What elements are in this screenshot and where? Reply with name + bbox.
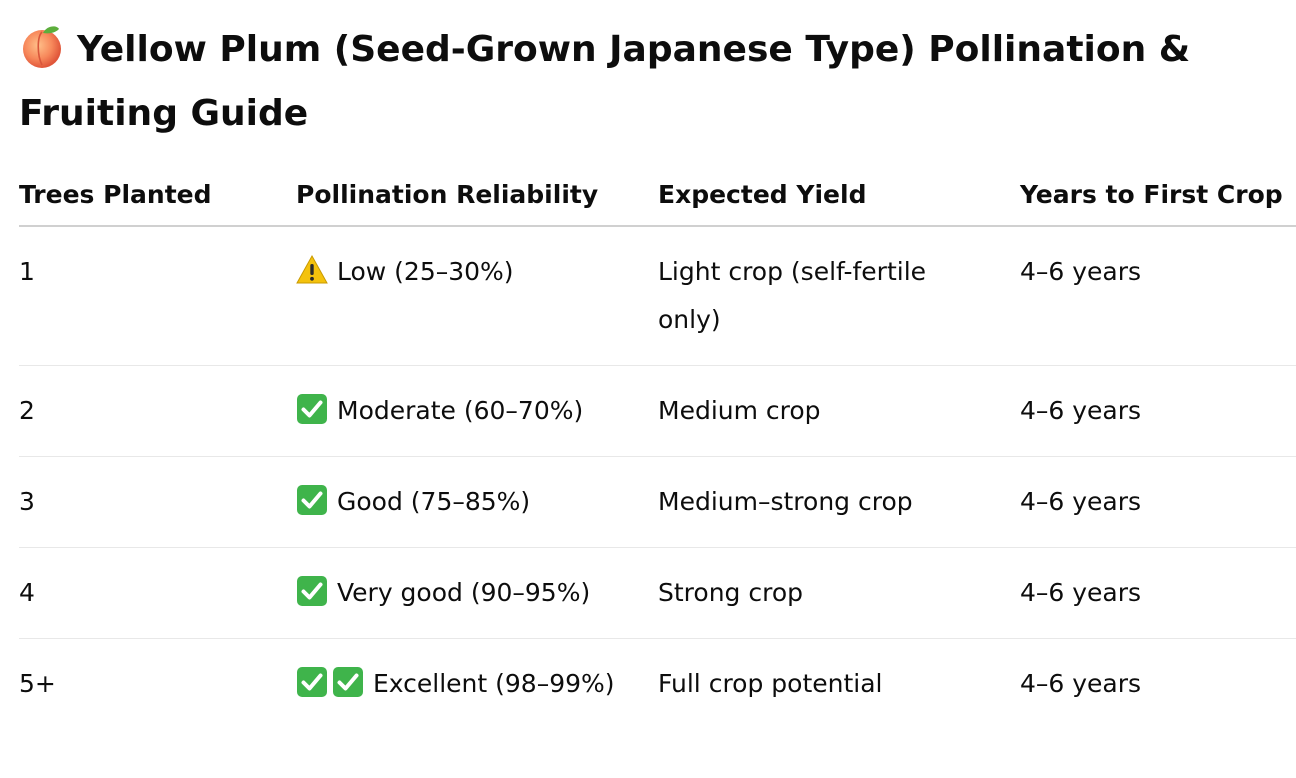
table-header: Trees Planted Pollination Reliability Ex…	[19, 163, 1296, 227]
check-icon	[297, 485, 327, 515]
reliability-cell: Good (75–85%)	[296, 456, 658, 548]
years-cell: 4–6 years	[1020, 365, 1296, 457]
table-body: 1 Low (25–30%) Light crop (self-fertile …	[19, 226, 1296, 718]
table-row: 2 Moderate (60–70%) Medium crop 4–6 year…	[19, 365, 1296, 457]
reliability-cell: Moderate (60–70%)	[296, 365, 658, 457]
yield-cell: Light crop (self-fertile only)	[658, 226, 1020, 366]
column-header-pollination-reliability: Pollination Reliability	[296, 163, 658, 227]
years-cell: 4–6 years	[1020, 547, 1296, 639]
years-cell: 4–6 years	[1020, 226, 1296, 366]
column-header-expected-yield: Expected Yield	[658, 163, 1020, 227]
reliability-text: Good (75–85%)	[337, 487, 531, 516]
reliability-text: Low (25–30%)	[337, 257, 514, 286]
page-title: Yellow Plum (Seed-Grown Japanese Type) P…	[19, 0, 1289, 146]
column-header-trees-planted: Trees Planted	[19, 163, 296, 227]
page-title-text: Yellow Plum (Seed-Grown Japanese Type) P…	[19, 29, 1191, 134]
peach-icon	[23, 26, 61, 68]
reliability-text: Very good (90–95%)	[337, 578, 591, 607]
years-cell: 4–6 years	[1020, 669, 1142, 698]
trees-cell: 1	[19, 226, 296, 366]
trees-cell: 2	[19, 365, 296, 457]
check-icon	[297, 576, 327, 606]
pollination-table: Trees Planted Pollination Reliability Ex…	[19, 163, 1296, 718]
check-icon	[297, 667, 327, 697]
trees-cell: 4	[19, 547, 296, 639]
table-row: 5+ Excellent (98–99%) Full crop potentia…	[19, 639, 1296, 719]
yield-cell: Medium–strong crop	[658, 456, 1020, 548]
yield-cell: Medium crop	[658, 365, 1020, 457]
reliability-text: Excellent (98–99%)	[373, 669, 615, 698]
yield-cell: Full crop potential	[658, 669, 883, 698]
header-row: Trees Planted Pollination Reliability Ex…	[19, 163, 1296, 227]
reliability-text: Moderate (60–70%)	[337, 396, 584, 425]
table-row: 3 Good (75–85%) Medium–strong crop 4–6 y…	[19, 456, 1296, 548]
reliability-cell: Excellent (98–99%)	[296, 639, 658, 719]
trees-cell: 5+	[19, 669, 56, 698]
table-row: 4 Very good (90–95%) Strong crop 4–6 yea…	[19, 547, 1296, 639]
reliability-cell: Very good (90–95%)	[296, 547, 658, 639]
check-icon	[333, 667, 363, 697]
yield-cell: Strong crop	[658, 547, 1020, 639]
warning-icon	[296, 254, 328, 284]
years-cell: 4–6 years	[1020, 456, 1296, 548]
table-row: 1 Low (25–30%) Light crop (self-fertile …	[19, 226, 1296, 366]
reliability-cell: Low (25–30%)	[296, 226, 658, 366]
column-header-years-to-first-crop: Years to First Crop	[1020, 163, 1296, 227]
trees-cell: 3	[19, 456, 296, 548]
check-icon	[297, 394, 327, 424]
